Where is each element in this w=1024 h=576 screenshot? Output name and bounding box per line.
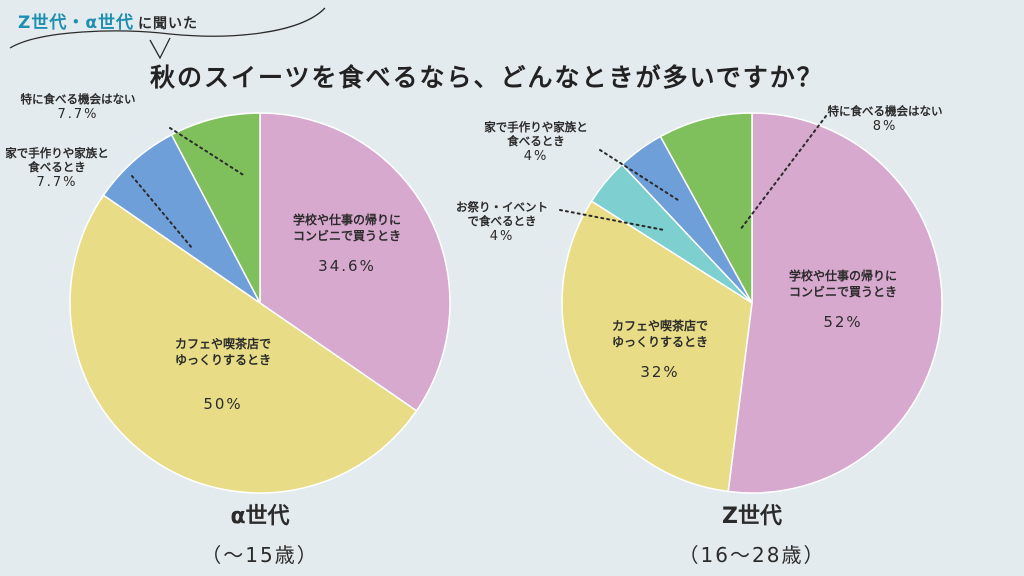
pie-alpha [69,112,451,494]
z-slice-none [659,112,753,304]
alpha-slice-convenience [259,112,451,412]
alpha-label-convenience-line2: コンビニで買うとき [292,229,401,243]
alpha-label-home-line1: 家で手作りや家族と [5,146,109,160]
z-value-cafe: 32% [640,363,680,381]
alpha-leader-none [169,127,246,177]
z-leader-home [599,149,679,201]
alpha-label-convenience: 学校や仕事の帰りに コンビニで買うとき 34.6% [272,212,422,274]
alpha-label-none-line1: 特に食べる機会はない [20,92,136,106]
alpha-caption: α世代 （〜15歳） [150,498,370,574]
header-bubble [9,7,326,60]
alpha-slice-home [102,133,261,304]
alpha-value-cafe: 50% [203,395,243,413]
alpha-slice-cafe [69,194,418,494]
z-slice-convenience [727,112,943,494]
z-value-home: 4% [523,149,549,164]
alpha-value-convenience: 34.6% [318,257,376,275]
z-label-festival-line1: お祭り・イベント [456,200,548,214]
alpha-label-none: 特に食べる機会はない 7.7% [18,92,138,122]
leader-lines [131,115,827,249]
z-label-home: 家で手作りや家族と 食べるとき 4% [476,120,596,164]
alpha-label-home-line2: 食べるとき [28,160,86,174]
z-label-home-line2: 食べるとき [507,134,565,148]
survey-question: 秋のスイーツを食べるなら、どんなときが多いですか？ [150,63,824,92]
z-slice-cafe [561,200,753,493]
alpha-label-cafe: カフェや喫茶店で ゆっくりするとき 50% [148,336,298,412]
alpha-leader-home [131,175,193,249]
z-subtitle: （16〜28歳） [678,543,826,567]
z-leader-festival [559,209,665,231]
z-label-cafe-line1: カフェや喫茶店で [611,319,708,333]
alpha-subtitle: （〜15歳） [201,543,319,567]
z-label-convenience: 学校や仕事の帰りに コンビニで買うとき 52% [768,268,918,330]
alpha-label-home: 家で手作りや家族と 食べるとき 7.7% [2,146,112,190]
z-label-none-line1: 特に食べる機会はない [827,104,943,118]
alpha-label-cafe-line2: ゆっくりするとき [174,353,271,367]
z-label-home-line1: 家で手作りや家族と [484,120,588,134]
header-tag: Z世代・α世代 に聞いた [18,8,198,33]
z-leader-none [739,115,827,231]
header-rest: に聞いた [138,16,199,32]
z-caption: Z世代 （16〜28歳） [642,498,862,574]
z-label-festival-line2: で食べるとき [467,214,537,228]
z-label-festival: お祭り・イベント で食べるとき 4% [442,200,562,244]
header-accent: Z世代・α世代 [18,13,135,33]
z-title: Z世代 [722,504,782,529]
z-value-none: 8% [872,119,898,134]
z-value-festival: 4% [489,229,515,244]
pie-z [561,112,943,494]
z-label-cafe: カフェや喫茶店で ゆっくりするとき 32% [585,318,735,380]
alpha-title: α世代 [230,504,290,529]
z-label-cafe-line2: ゆっくりするとき [611,335,708,349]
alpha-value-home: 7.7% [36,175,78,190]
z-label-none: 特に食べる機会はない 8% [820,104,950,134]
alpha-label-convenience-line1: 学校や仕事の帰りに [292,213,401,227]
z-label-convenience-line1: 学校や仕事の帰りに [788,269,897,283]
alpha-slice-none [170,112,261,304]
z-value-convenience: 52% [823,313,863,331]
alpha-value-none: 7.7% [57,107,99,122]
z-label-convenience-line2: コンビニで買うとき [788,285,897,299]
alpha-label-cafe-line1: カフェや喫茶店で [174,337,271,351]
